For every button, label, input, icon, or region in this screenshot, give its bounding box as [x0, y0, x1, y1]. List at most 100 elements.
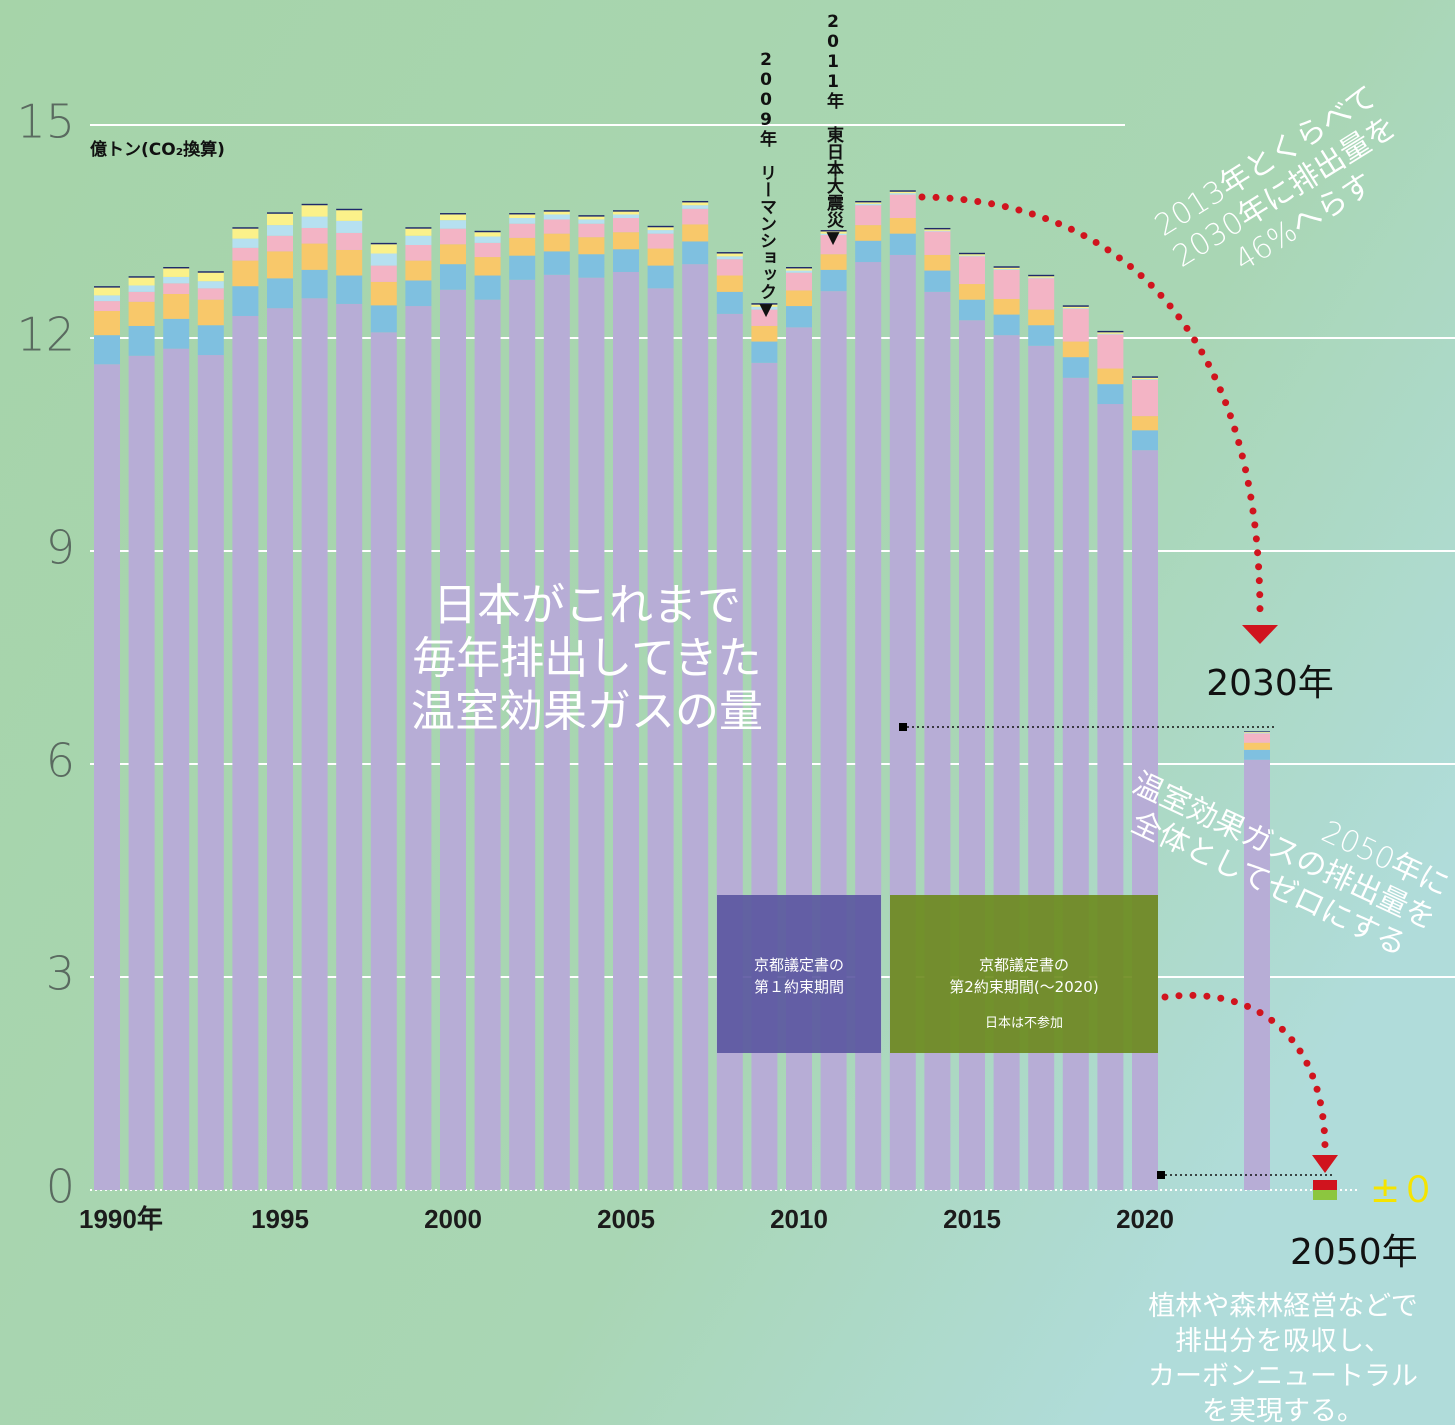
bar-segment — [232, 260, 259, 287]
bar-segment — [405, 228, 432, 236]
bar-segment — [1028, 325, 1055, 346]
bar-segment — [197, 288, 224, 300]
bar-segment — [613, 271, 639, 1191]
bar-segment — [197, 281, 224, 289]
bar-segment — [509, 279, 536, 1190]
bar-segment — [1132, 430, 1158, 451]
y-tick-label: 3 — [46, 947, 75, 1001]
unit-label: 億トン(CO₂換算) — [90, 139, 225, 160]
bar-segment — [855, 240, 882, 263]
bar-segment — [1132, 379, 1158, 380]
bar-segment — [405, 306, 432, 1190]
bar-segment — [440, 220, 466, 229]
bar-segment — [543, 233, 570, 252]
bar-segment — [959, 299, 985, 321]
bar-segment — [924, 230, 951, 232]
bar-segment — [509, 214, 536, 219]
bar-segment — [267, 212, 293, 214]
bar-segment — [94, 364, 120, 1190]
bar-segment — [924, 229, 951, 231]
bar-segment — [474, 299, 501, 1190]
bar-segment — [751, 304, 778, 307]
main-text: 日本がこれまで — [433, 580, 741, 631]
bar-segment — [197, 355, 224, 1190]
bar-segment — [267, 278, 293, 309]
bar-segment — [1028, 309, 1055, 326]
bar-segment — [820, 231, 847, 234]
bar-segment — [128, 301, 155, 326]
y-tick-label: 15 — [16, 95, 75, 149]
bar-segment — [232, 227, 259, 229]
bar-segment — [613, 211, 639, 215]
bar-segment — [370, 305, 397, 333]
bar-segment — [1132, 416, 1158, 431]
bar-segment — [509, 223, 536, 238]
bar-segment — [1062, 305, 1089, 307]
bar-segment — [509, 237, 536, 256]
marker-2050 — [1313, 1190, 1337, 1200]
bar-segment — [613, 214, 639, 219]
arrow-2050 — [1161, 991, 1329, 1154]
bar-segment — [889, 191, 916, 194]
bar-segment — [336, 275, 363, 304]
bar-segment — [647, 265, 674, 289]
bar-segment — [716, 252, 743, 254]
bar-segment — [197, 272, 224, 282]
neutral-text: 植林や森林経営などで — [1148, 1291, 1417, 1322]
bar-segment — [267, 225, 293, 236]
bar-segment — [959, 320, 985, 1190]
bar-segment — [405, 280, 432, 307]
bar-segment — [1244, 742, 1270, 750]
bar-segment — [1244, 732, 1270, 734]
bar-segment — [543, 219, 570, 234]
bar-segment — [1028, 345, 1055, 1190]
bar-segment — [820, 230, 847, 232]
bar-segment — [1097, 384, 1124, 405]
kyoto2-box — [890, 895, 1158, 1053]
bar-segment — [959, 284, 985, 300]
bar-segment — [474, 257, 501, 276]
kyoto2-text: 京都議定書の — [979, 956, 1069, 974]
bar-segment — [440, 244, 466, 265]
bar-segment — [682, 200, 709, 203]
bar-segment — [924, 254, 951, 271]
bar-segment — [855, 225, 882, 241]
bar-segment — [370, 242, 397, 245]
main-text: 毎年排出してきた — [412, 633, 761, 684]
bar-segment — [336, 208, 363, 211]
x-tick-label: 1990年 — [79, 1204, 163, 1234]
bar-segment — [197, 299, 224, 326]
bar-segment — [786, 327, 812, 1191]
bar-segment — [128, 355, 155, 1190]
bar-segment — [993, 269, 1020, 299]
leader-dot — [1157, 1171, 1165, 1179]
bar-segment — [820, 291, 847, 1190]
bar-segment — [1097, 333, 1124, 335]
bar-segment — [578, 223, 605, 238]
bar-segment — [232, 228, 259, 239]
bar-segment — [820, 235, 847, 255]
bar-segment — [578, 219, 605, 224]
bar-segment — [751, 309, 778, 326]
bar-segment — [301, 298, 328, 1190]
bar-segment — [682, 208, 709, 225]
bar-segment — [543, 214, 570, 220]
y-tick-label: 9 — [46, 521, 75, 575]
x-tick-label: 2000 — [424, 1204, 482, 1234]
bar-segment — [543, 251, 570, 275]
neutral-text: を実現する。 — [1202, 1396, 1364, 1425]
arrow-head — [1242, 625, 1278, 644]
bar-segment — [786, 306, 812, 328]
bar-segment — [855, 203, 882, 206]
bar-segment — [440, 214, 466, 221]
bar-segment — [578, 277, 605, 1190]
bar-segment — [786, 270, 812, 273]
bar-segment — [1097, 404, 1124, 1190]
bar-segment — [543, 210, 570, 212]
bar-segment — [578, 254, 605, 278]
y-tick-label: 0 — [46, 1160, 75, 1214]
x-tick-label: 2030年 — [1206, 663, 1334, 704]
bar-segment — [786, 290, 812, 307]
bar-segment — [474, 242, 501, 258]
bar-segment — [647, 233, 674, 249]
